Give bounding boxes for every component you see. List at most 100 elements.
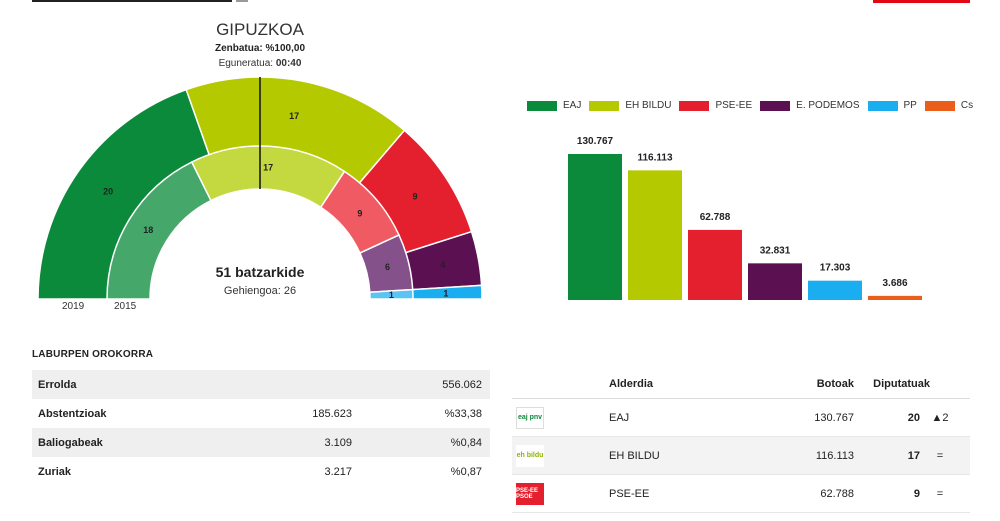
top-divider	[32, 0, 232, 2]
legend-item[interactable]: PP	[867, 100, 917, 111]
bar-pp[interactable]	[808, 280, 862, 300]
bar-value-label: 62.788	[700, 212, 731, 223]
summary-value: 185.623	[312, 407, 352, 420]
bar-eh-bildu[interactable]	[628, 170, 682, 300]
bar-chart-legend: EAJ EH BILDU PSE-EE E. PODEMOS PP Cs	[527, 100, 981, 111]
top-tick	[236, 0, 248, 2]
updated-label: Eguneratua:	[218, 58, 274, 69]
legend-swatch	[679, 100, 710, 111]
top-red-bar	[873, 0, 970, 3]
legend-swatch	[589, 100, 620, 111]
bar-pse-ee[interactable]	[688, 229, 742, 300]
party-logo-cell: eh bildu	[512, 444, 564, 467]
hemicycle-seat-label: 1	[389, 290, 394, 300]
hemicycle-seat-label: 17	[263, 163, 273, 173]
legend-item[interactable]: EAJ	[527, 100, 581, 111]
hemicycle-seat-label: 4	[440, 260, 445, 270]
summary-percent: 556.062	[442, 378, 482, 391]
results-header: Alderdia Botoak Diputatuak	[512, 370, 970, 399]
summary-percent: %0,84	[450, 436, 482, 449]
legend-item[interactable]: E. PODEMOS	[760, 100, 860, 111]
legend-item[interactable]: EH BILDU	[589, 100, 671, 111]
legend-swatch	[527, 100, 557, 111]
counted-value: %100,00	[265, 43, 306, 54]
party-seats: 20	[907, 411, 920, 424]
legend-label: EH BILDU	[625, 100, 672, 111]
bar-eaj[interactable]	[568, 154, 622, 300]
summary-row-baliogabeak: Baliogabeak 3.109 %0,84	[32, 428, 490, 457]
summary-row-errolda: Errolda 556.062	[32, 370, 490, 399]
ehbildu-logo-icon: eh bildu	[516, 444, 544, 467]
summary-title: LABURPEN OROKORRA	[32, 349, 154, 360]
legend-label: E. PODEMOS	[796, 100, 860, 111]
party-seats: 17	[907, 449, 920, 462]
summary-row-abstentzioak: Abstentzioak 185.623 %33,38	[32, 399, 490, 428]
hemicycle-seat-label: 17	[289, 111, 299, 121]
table-row[interactable]: eaj pnv EAJ 130.767 20 ▲2	[512, 399, 970, 437]
eaj-logo-icon: eaj pnv	[516, 406, 544, 429]
legend-label: EAJ	[563, 100, 582, 111]
summary-label: Errolda	[38, 378, 77, 391]
legend-swatch	[867, 100, 898, 111]
party-name: EAJ	[609, 411, 630, 424]
hemicycle-chart: 20 17 9 4 1 18 17 9 6 1	[37, 76, 483, 300]
legend-label: PP	[903, 100, 917, 111]
summary-label: Abstentzioak	[38, 407, 107, 420]
bar-value-label: 3.686	[882, 278, 907, 289]
summary-table: Errolda 556.062 Abstentzioak 185.623 %33…	[32, 370, 490, 486]
summary-percent: %33,38	[444, 407, 482, 420]
region-title: GIPUZKOA	[216, 20, 304, 39]
party-name: PSE-EE	[609, 487, 650, 500]
seat-change: =	[936, 487, 944, 500]
table-row[interactable]: eh bildu EH BILDU 116.113 17 =	[512, 437, 970, 475]
updated-value: 00:40	[275, 58, 302, 69]
ring-label-2015: 2015	[114, 301, 137, 312]
psoe-logo-icon: PSE-EE PSOE	[516, 482, 544, 505]
table-row[interactable]: PSE-EE PSOE PSE-EE 62.788 9 =	[512, 475, 970, 513]
hemicycle-seat-label: 6	[385, 262, 390, 272]
hemicycle-seat-label: 9	[413, 191, 418, 201]
total-seats-label: 51 batzarkide	[215, 264, 305, 280]
summary-value: 3.109	[324, 436, 352, 449]
bar-value-label: 17.303	[820, 263, 851, 274]
seat-change: ▲2	[931, 411, 949, 424]
legend-label: PSE-EE	[715, 100, 753, 111]
majority-label: Gehiengoa: 26	[223, 285, 297, 297]
bar-cs[interactable]	[868, 295, 922, 300]
hemicycle-seat-label: 9	[357, 208, 362, 218]
hemicycle-seat-label: 20	[103, 187, 113, 197]
header-votes: Botoak	[816, 378, 854, 390]
counted-status: Zenbatua: %100,00	[160, 43, 360, 54]
summary-label: Zuriak	[38, 465, 72, 478]
header-seats: Diputatuak	[873, 378, 930, 390]
party-seats: 9	[913, 487, 920, 500]
header-party: Alderdia	[609, 378, 654, 390]
bar-value-label: 130.767	[577, 136, 614, 147]
legend-item[interactable]: Cs	[924, 100, 974, 111]
counted-label: Zenbatua:	[214, 43, 263, 54]
hemicycle-seat-label: 18	[143, 225, 153, 235]
party-votes: 116.113	[815, 449, 854, 462]
summary-value: 3.217	[324, 465, 352, 478]
bar-chart: 130.767 116.113 62.788 32.831 17.303 3.686	[568, 136, 922, 300]
bar-value-label: 116.113	[637, 152, 672, 163]
legend-label: Cs	[960, 100, 974, 111]
legend-item[interactable]: PSE-EE	[679, 100, 752, 111]
party-name: EH BILDU	[609, 449, 660, 462]
party-logo-cell: eaj pnv	[512, 406, 564, 429]
party-votes: 62.788	[820, 487, 854, 500]
legend-swatch	[760, 100, 791, 111]
bar-e-podemos[interactable]	[748, 263, 802, 300]
summary-row-zuriak: Zuriak 3.217 %0,87	[32, 457, 490, 486]
updated-status: Eguneratua: 00:40	[160, 58, 360, 69]
bar-value-label: 32.831	[760, 245, 791, 256]
party-votes: 130.767	[814, 411, 854, 424]
summary-label: Baliogabeak	[38, 436, 103, 449]
seat-change: =	[936, 449, 944, 462]
legend-swatch	[924, 100, 955, 111]
summary-percent: %0,87	[450, 465, 482, 478]
hemicycle-seat-label: 1	[443, 288, 448, 298]
hemicycle-slice-2015-pp[interactable]	[368, 288, 414, 300]
results-table: Alderdia Botoak Diputatuak eaj pnv EAJ 1…	[512, 370, 970, 513]
ring-label-2019: 2019	[62, 301, 85, 312]
